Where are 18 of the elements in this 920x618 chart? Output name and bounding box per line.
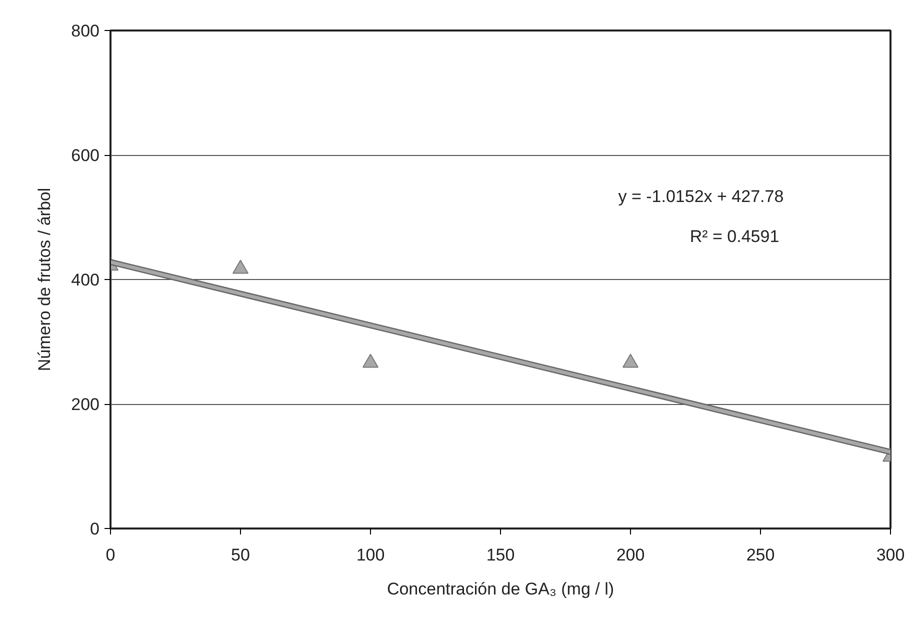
y-axis-title: Número de frutos / árbol	[35, 188, 54, 372]
x-axis-title: Concentración de GA₃ (mg / l)	[386, 580, 614, 598]
x-tick-label: 150	[486, 546, 515, 564]
point	[232, 260, 248, 274]
x-tick-label: 250	[746, 546, 775, 564]
y-tick-label: 0	[90, 520, 100, 538]
y-tick-label: 800	[71, 22, 100, 40]
y-tick-label: 200	[71, 395, 100, 414]
x-tick-label: 50	[231, 546, 250, 564]
y-tick-label: 600	[71, 146, 100, 165]
point	[362, 354, 378, 368]
x-tick-label: 300	[876, 546, 905, 564]
x-tick-label: 100	[356, 546, 385, 564]
annotation: y = -1.0152x + 427.78	[618, 186, 784, 206]
x-tick-label: 0	[106, 546, 116, 564]
annotation: R² = 0.4591	[690, 227, 780, 246]
y-tick-label: 400	[71, 270, 100, 290]
x-tick-label: 200	[616, 546, 645, 564]
